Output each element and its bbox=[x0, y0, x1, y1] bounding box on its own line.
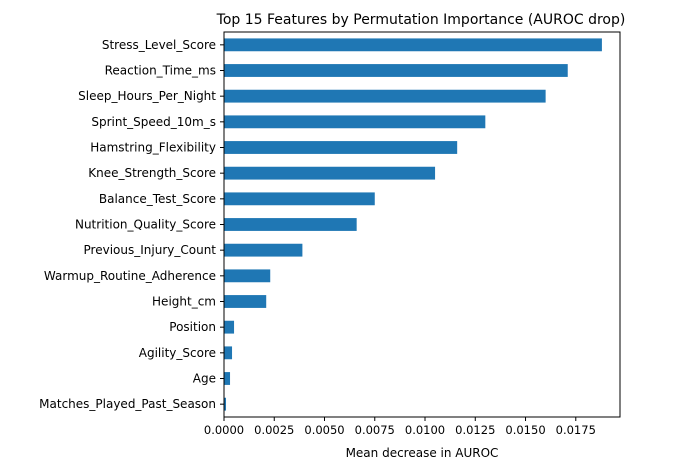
x-tick-label: 0.0025 bbox=[254, 423, 294, 437]
bar-sprint-speed-10m-s bbox=[224, 115, 486, 129]
y-tick-label: Sprint_Speed_10m_s bbox=[91, 115, 216, 129]
bar-stress-level-score bbox=[224, 38, 602, 52]
x-tick-label: 0.0000 bbox=[204, 423, 244, 437]
bar-previous-injury-count bbox=[224, 243, 303, 257]
bar-reaction-time-ms bbox=[224, 64, 568, 77]
y-tick-label: Nutrition_Quality_Score bbox=[75, 218, 216, 232]
y-tick-label: Age bbox=[193, 372, 216, 386]
x-tick-label: 0.0125 bbox=[455, 423, 495, 437]
bar-nutrition-quality-score bbox=[224, 218, 357, 231]
x-tick-label: 0.0075 bbox=[355, 423, 395, 437]
bar-hamstring-flexibility bbox=[224, 141, 458, 154]
bar-agility-score bbox=[224, 346, 233, 360]
y-axis: Stress_Level_Score Reaction_Time_ms Sleep_… bbox=[39, 38, 224, 411]
bar-knee-strength-score bbox=[224, 166, 436, 180]
bar-height-cm bbox=[224, 295, 267, 308]
x-axis-label: Mean decrease in AUROC bbox=[346, 446, 499, 460]
bar-warmup-routine-adherence bbox=[224, 269, 271, 283]
y-tick-label: Agility_Score bbox=[139, 346, 216, 360]
bar-sleep-hours-per-night bbox=[224, 89, 546, 103]
y-tick-label: Balance_Test_Score bbox=[99, 192, 216, 206]
chart-title: Top 15 Features by Permutation Importanc… bbox=[216, 12, 626, 28]
x-tick-label: 0.0100 bbox=[405, 423, 445, 437]
bar-matches-played-past-season bbox=[224, 397, 227, 411]
y-tick-label: Sleep_Hours_Per_Night bbox=[78, 89, 216, 103]
y-tick-label: Position bbox=[169, 320, 216, 334]
y-tick-label: Stress_Level_Score bbox=[102, 38, 216, 52]
y-tick-label: Knee_Strength_Score bbox=[88, 166, 216, 180]
y-tick-label: Hamstring_Flexibility bbox=[90, 141, 216, 155]
y-tick-label: Reaction_Time_ms bbox=[105, 64, 216, 78]
x-axis: 0.0000 0.0025 0.0050 0.0075 0.0100 0.0125 0.01… bbox=[204, 417, 596, 437]
y-tick-label: Matches_Played_Past_Season bbox=[39, 397, 216, 411]
bar-balance-test-score bbox=[224, 192, 375, 206]
bars-group bbox=[224, 38, 602, 411]
y-tick-label: Warmup_Routine_Adherence bbox=[44, 269, 216, 283]
x-tick-label: 0.0175 bbox=[556, 423, 596, 437]
bar-position bbox=[224, 320, 235, 334]
x-tick-label: 0.0050 bbox=[304, 423, 344, 437]
y-tick-label: Previous_Injury_Count bbox=[84, 243, 217, 257]
y-tick-label: Height_cm bbox=[152, 295, 216, 309]
x-tick-label: 0.0150 bbox=[505, 423, 545, 437]
bar-age bbox=[224, 372, 231, 385]
